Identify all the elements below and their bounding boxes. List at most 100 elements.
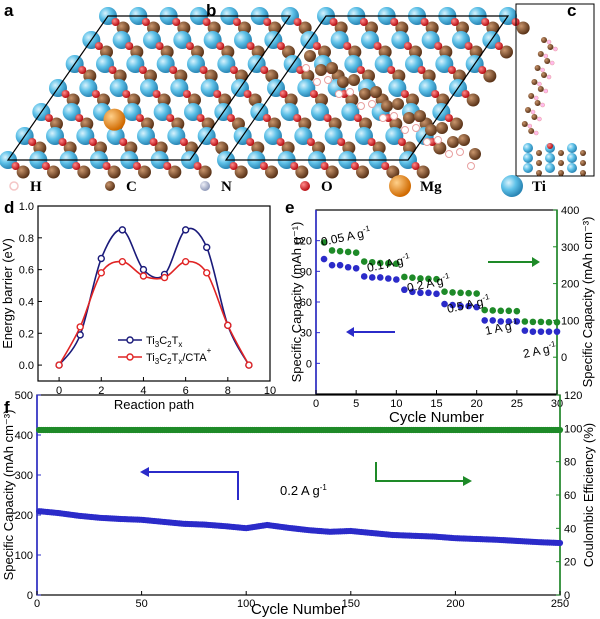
y-tick-label: 0.0	[19, 360, 34, 372]
chain-c	[337, 76, 349, 88]
o-atom	[88, 138, 97, 146]
data-point-gravimetric	[553, 328, 561, 335]
c-atom	[558, 160, 564, 166]
data-point-gravimetric	[465, 302, 472, 310]
chain-c	[521, 121, 528, 127]
panel-label-c: c	[567, 1, 576, 20]
o-atom	[138, 66, 147, 74]
chain-c	[528, 93, 535, 99]
c-atom	[416, 165, 430, 179]
x-tick-label: 5	[353, 398, 359, 410]
crystal-structures	[0, 3, 595, 179]
c-atom	[234, 165, 248, 179]
data-point-gravimetric	[393, 276, 400, 283]
chain-c	[525, 107, 531, 113]
o-atom	[229, 66, 238, 74]
o-atom	[312, 42, 321, 50]
y-tick-label-left: 30	[300, 328, 312, 340]
o-atom	[276, 138, 285, 146]
o-atom	[309, 90, 318, 98]
data-point	[245, 361, 253, 369]
o-atom	[293, 114, 302, 122]
o-atom	[329, 18, 338, 26]
y-tick-label-right: 100	[561, 315, 579, 327]
chain-c	[537, 51, 544, 57]
chain-c	[414, 110, 426, 122]
o-atom	[132, 162, 141, 170]
o-atom	[306, 138, 315, 146]
c-atom	[356, 165, 369, 179]
legend-c-label: C	[126, 179, 137, 195]
arrow-right-green	[375, 462, 466, 482]
data-point-volumetric	[328, 247, 336, 254]
legend-o-label: O	[321, 179, 333, 195]
data-point-volumetric	[441, 288, 448, 295]
data-point-gravimetric	[376, 274, 384, 281]
x-tick-label: 50	[135, 598, 147, 610]
chain-c	[326, 62, 338, 74]
data-point-volumetric	[320, 239, 328, 246]
chain-h	[553, 46, 558, 52]
data-point-gravimetric	[497, 318, 505, 325]
o-atom	[337, 138, 346, 146]
panel-label-f: f	[4, 398, 10, 417]
x-axis-label: Reaction path	[114, 397, 194, 412]
x-tick-label: 0	[34, 598, 40, 610]
data-point	[181, 226, 190, 234]
o-atom	[72, 162, 81, 170]
data-point-gravimetric	[401, 286, 408, 294]
panel-label-b: b	[206, 1, 216, 20]
legend-label-0: Ti3C2Tx	[146, 335, 182, 349]
data-point-gravimetric	[320, 255, 328, 263]
chain-h	[346, 88, 354, 96]
c-atom	[536, 170, 542, 176]
x-tick-label: 100	[237, 598, 255, 610]
o-atom	[199, 66, 208, 74]
legend-mg-icon	[389, 175, 411, 197]
o-atom	[44, 114, 53, 122]
chain-h	[546, 39, 552, 45]
legend-label-1: Ti3C2Tx/CTA+	[146, 346, 212, 366]
o-atom	[75, 114, 84, 122]
series-line-1	[58, 260, 250, 366]
chain-h	[546, 74, 552, 80]
chain-h	[540, 67, 545, 73]
data-point	[55, 361, 63, 369]
o-atom	[179, 138, 188, 146]
legend-ti-label: Ti	[532, 179, 546, 195]
data-point	[203, 243, 211, 252]
data-point-volumetric	[433, 275, 440, 283]
cell-box-c	[515, 3, 595, 177]
chain-h	[412, 124, 420, 132]
o-atom	[353, 114, 362, 122]
c-atom	[386, 165, 400, 179]
data-point-volumetric	[553, 318, 561, 326]
o-atom	[356, 66, 365, 74]
chain-h	[434, 136, 442, 144]
x-tick-label: 2	[98, 385, 104, 397]
chain-c	[547, 44, 554, 50]
y-tick-label: 1.0	[19, 201, 34, 213]
c-atom	[16, 165, 30, 179]
data-point-gravimetric	[449, 301, 456, 309]
data-point-volumetric	[344, 248, 352, 256]
o-atom	[185, 42, 194, 50]
data-point	[118, 257, 127, 266]
data-point	[224, 321, 232, 330]
chain-h	[357, 102, 365, 110]
y-tick-label-right: 300	[561, 242, 579, 254]
o-atom	[320, 162, 329, 170]
o-atom	[141, 18, 150, 26]
chain-c	[315, 64, 327, 76]
data-point-gravimetric	[521, 327, 529, 334]
o-atom	[461, 90, 470, 98]
o-atom	[246, 138, 255, 146]
chain-h	[543, 53, 549, 59]
chain-h	[543, 88, 549, 94]
unit-cell	[6, 15, 292, 161]
c-atom	[265, 165, 278, 179]
chain-h	[549, 60, 555, 66]
o-atom	[226, 114, 235, 122]
chart-d-energy-barrier: 0 2 4 6 8 10 0.0 0.2 0.4 0.6 0.8 1.0 Reaction path En…	[0, 201, 276, 412]
x-tick-label: 30	[551, 398, 563, 410]
